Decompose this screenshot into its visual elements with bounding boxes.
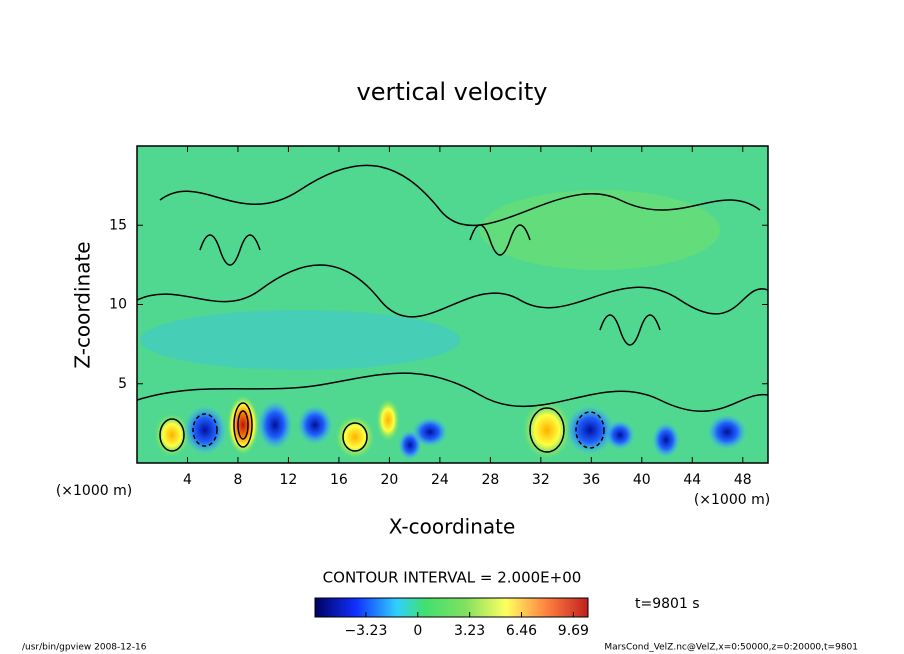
x-tick-label: 8 <box>233 472 242 488</box>
x-tick-label: 32 <box>532 472 550 488</box>
footer-right: MarsCond_VelZ.nc@VelZ,x=0:50000,z=0:2000… <box>604 643 858 653</box>
y-tick-label: 5 <box>118 376 127 392</box>
y-axis-label: Z-coordinate <box>71 241 95 368</box>
x-tick-label: 44 <box>683 472 701 488</box>
x-tick-label: 48 <box>734 472 752 488</box>
x-tick-label: 40 <box>633 472 651 488</box>
colorbar-tick-label: 0 <box>413 623 422 639</box>
time-label: t=9801 s <box>635 596 700 612</box>
colorbar-tick-label: 6.46 <box>506 623 537 639</box>
x-tick-label: 28 <box>481 472 499 488</box>
colorbar-tick-label: 3.23 <box>454 623 485 639</box>
chart-title: vertical velocity <box>357 78 548 106</box>
x-tick-label: 4 <box>183 472 192 488</box>
colorbar-tick-label: −3.23 <box>344 623 387 639</box>
x-unit-label: (×1000 m) <box>56 483 132 499</box>
x-tick-label: 16 <box>330 472 348 488</box>
y-tick-label: 10 <box>109 297 127 313</box>
colorbar-tick-label: 9.69 <box>558 623 589 639</box>
x-tick-label: 36 <box>582 472 600 488</box>
x-axis-label: X-coordinate <box>389 515 516 539</box>
x-tick-label: 12 <box>280 472 298 488</box>
x-tick-label: 24 <box>431 472 449 488</box>
contour-interval: CONTOUR INTERVAL = 2.000E+00 <box>323 569 582 587</box>
footer-left: /usr/bin/gpview 2008-12-16 <box>22 643 147 653</box>
colorbar <box>314 597 589 618</box>
y-tick-label: 15 <box>109 217 127 233</box>
field <box>137 146 768 463</box>
x-unit-label: (×1000 m) <box>694 492 770 508</box>
x-tick-label: 20 <box>380 472 398 488</box>
